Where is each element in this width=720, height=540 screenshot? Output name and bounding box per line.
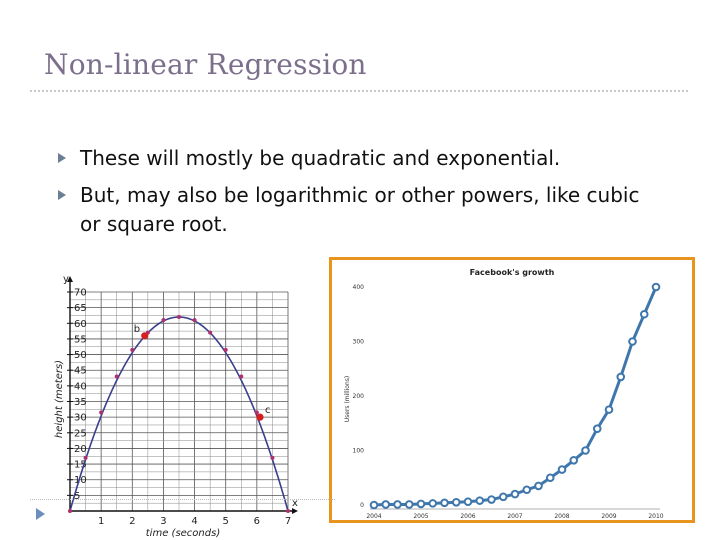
data-point xyxy=(68,509,72,513)
chart-title: Facebook's growth xyxy=(470,268,555,277)
footer-divider xyxy=(30,499,335,500)
data-point xyxy=(569,456,579,465)
data-point xyxy=(404,500,414,509)
data-point xyxy=(475,496,485,505)
bullet-text: These will mostly be quadratic and expon… xyxy=(80,146,561,170)
x-axis-arrow-icon xyxy=(292,508,298,514)
data-point xyxy=(381,500,391,509)
data-point xyxy=(286,509,290,513)
x-tick-label: 7 xyxy=(285,516,291,527)
y-tick-label: 30 xyxy=(74,413,87,424)
data-point xyxy=(130,347,135,352)
y-axis-arrow-icon xyxy=(67,276,73,282)
data-point xyxy=(616,372,626,382)
data-point xyxy=(369,500,379,510)
data-point xyxy=(192,318,197,323)
title-divider xyxy=(30,90,688,92)
x-tick-label: 3 xyxy=(160,516,166,527)
data-point xyxy=(651,282,661,292)
y-tick-label: 5 xyxy=(74,491,80,502)
x-axis-letter: x xyxy=(292,498,298,509)
data-point xyxy=(208,330,213,335)
slide-nav-arrow-icon[interactable] xyxy=(36,508,45,520)
data-point xyxy=(451,497,461,507)
data-point xyxy=(592,424,602,433)
y-tick-label: 15 xyxy=(74,460,87,471)
y-tick-label: 100 xyxy=(353,448,365,455)
data-point xyxy=(487,495,496,504)
data-point xyxy=(604,405,614,414)
y-tick-label: 200 xyxy=(353,393,365,400)
data-point xyxy=(628,337,637,346)
data-point xyxy=(498,492,508,502)
data-point xyxy=(428,499,438,508)
data-point xyxy=(510,489,520,499)
facebook-growth-chart: Facebook's growth Users (millions) 2004 2… xyxy=(329,257,695,523)
x-tick-label: 2006 xyxy=(460,513,475,520)
chart-frame xyxy=(329,257,695,523)
y-axis-label: Users (millions) xyxy=(344,376,351,423)
data-point xyxy=(83,455,88,460)
data-point xyxy=(545,473,555,483)
highlighted-point xyxy=(256,413,264,421)
slide-title: Non-linear Regression xyxy=(44,48,367,81)
bullet-item: But, may also be logarithmic or other po… xyxy=(56,181,666,239)
y-tick-label: 20 xyxy=(74,444,87,455)
y-tick-label: 55 xyxy=(74,334,87,345)
data-point xyxy=(522,485,532,495)
y-tick-label: 35 xyxy=(74,397,87,408)
y-tick-label: 25 xyxy=(74,428,87,439)
data-point xyxy=(239,374,244,379)
point-label: c xyxy=(265,405,271,416)
x-tick-label: 4 xyxy=(191,516,197,527)
data-point xyxy=(99,410,104,415)
y-tick-label: 40 xyxy=(74,381,87,392)
data-point xyxy=(534,481,543,491)
x-tick-label: 2004 xyxy=(366,513,381,520)
x-tick-label: 2010 xyxy=(648,513,663,520)
highlighted-point xyxy=(141,332,149,340)
data-point xyxy=(463,497,473,507)
y-tick-label: 65 xyxy=(74,303,87,314)
y-tick-label: 60 xyxy=(74,319,87,330)
data-point xyxy=(416,499,426,509)
data-point xyxy=(270,455,275,460)
data-point xyxy=(177,315,181,320)
data-point xyxy=(254,410,259,415)
x-tick-label: 6 xyxy=(254,516,260,527)
data-point xyxy=(223,347,228,352)
x-tick-label: 2008 xyxy=(554,513,569,520)
data-point xyxy=(639,309,649,319)
x-tick-label: 1 xyxy=(98,516,104,527)
bullet-arrow-icon xyxy=(58,153,66,163)
y-tick-label: 0 xyxy=(360,502,364,509)
y-tick-label: 70 xyxy=(74,288,87,299)
y-tick-label: 50 xyxy=(74,350,87,361)
data-point xyxy=(557,465,567,474)
bullet-arrow-icon xyxy=(58,190,66,200)
bullet-text: But, may also be logarithmic or other po… xyxy=(80,183,640,236)
data-point xyxy=(581,446,590,455)
x-tick-label: 2009 xyxy=(601,513,616,520)
bullet-list: These will mostly be quadratic and expon… xyxy=(56,144,666,247)
y-tick-label: 45 xyxy=(74,366,87,377)
x-tick-label: 2005 xyxy=(413,513,428,520)
x-tick-label: 2007 xyxy=(507,513,522,520)
data-point xyxy=(161,318,166,323)
x-tick-label: 2 xyxy=(129,516,135,527)
data-point xyxy=(114,374,119,379)
y-axis-label: height (meters) xyxy=(54,360,65,438)
y-tick-label: 400 xyxy=(353,284,365,291)
x-tick-label: 5 xyxy=(223,516,229,527)
point-label: b xyxy=(134,324,140,335)
y-axis-letter: y xyxy=(63,274,69,285)
bullet-item: These will mostly be quadratic and expon… xyxy=(56,144,666,173)
y-tick-label: 300 xyxy=(353,339,365,346)
data-point xyxy=(440,498,449,508)
x-axis-label: time (seconds) xyxy=(146,528,220,539)
y-tick-label: 10 xyxy=(74,475,87,486)
data-point xyxy=(393,500,402,509)
